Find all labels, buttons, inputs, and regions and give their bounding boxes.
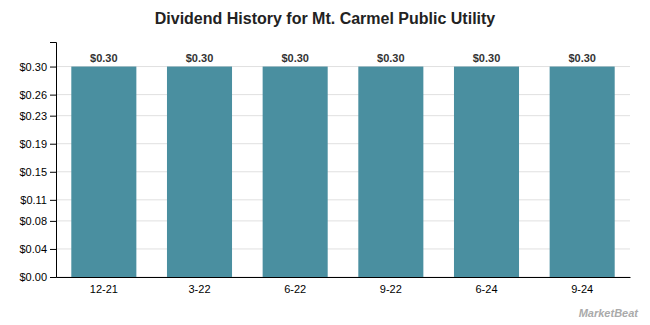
grid-line [56,66,630,67]
title: Dividend History for Mt. Carmel Public U… [155,10,496,27]
grid [56,67,630,277]
y-tick-label: $0.08 [19,215,47,227]
data-label: $0.30 [186,52,214,64]
x-tick: 6-24 [475,283,497,295]
y-tick-mark [50,116,56,117]
y-tick: $0.23 [19,110,56,122]
data-label: $0.30 [568,52,596,64]
data-label: $0.30 [473,52,501,64]
y-tick: $0.04 [19,243,56,255]
y-tick: $0.11 [20,194,56,206]
y-tick-label: $0.04 [19,243,47,255]
grid-line [56,115,630,116]
y-tick-mark [50,221,56,222]
bar [358,67,423,277]
y-tick-mark [50,144,56,145]
bar [71,67,136,277]
x-tick-label: 6-22 [284,283,306,295]
y-tick-label: $0.11 [20,194,47,206]
chart-svg: $0.00 $0.04 $0.08 $0.11 $0.15 $0.19 $0.23 $0.26… [0,0,650,325]
y-tick: $0.26 [19,89,56,101]
y-tick: $0.00 [19,271,56,283]
bars [71,67,614,277]
grid-line [56,171,630,172]
y-tick: $0.15 [19,166,56,178]
data-label: $0.30 [90,52,118,64]
y-tick-mark [50,277,56,278]
y-tick-mark [50,200,56,201]
data-label: $0.30 [377,52,405,64]
y-tick-label: $0.30 [19,61,47,73]
x-tick: 6-22 [284,283,306,295]
x-tick: 9-22 [380,283,402,295]
x-tick: 3-22 [188,283,210,295]
y-tick-label: $0.00 [19,271,47,283]
y-tick-label: $0.26 [19,89,47,101]
x-tick-label: 12-21 [90,283,118,295]
grid-line [56,277,630,278]
data-label: $0.30 [281,52,309,64]
y-axis-line [50,43,57,278]
bar [550,67,615,277]
x-tick: 12-21 [90,283,118,295]
watermark: MarketBeat [579,307,640,319]
grid-line [56,94,630,95]
x-tick-label: 3-22 [188,283,210,295]
bar [263,67,328,277]
x-axis-line [57,277,631,278]
y-tick: $0.19 [19,138,56,150]
grid-line [56,248,630,249]
x-axis: 12-21 3-22 6-22 9-22 6-24 9-24 [57,278,631,295]
y-tick-label: $0.19 [19,138,47,150]
grid-line [56,220,630,221]
grid-line [56,143,630,144]
y-tick: $0.30 [19,61,56,73]
y-axis: $0.00 $0.04 $0.08 $0.11 $0.15 $0.19 $0.23 $0.26… [19,43,56,284]
y-tick-mark [50,95,56,96]
data-labels: $0.30 $0.30 $0.30 $0.30 $0.30 $0.30 [90,52,596,64]
x-tick-label: 6-24 [475,283,497,295]
y-tick-label: $0.15 [19,166,47,178]
bar [167,67,232,277]
x-tick: 9-24 [571,283,593,295]
x-tick-label: 9-24 [571,283,593,295]
y-tick-mark [50,249,56,250]
x-tick-label: 9-22 [380,283,402,295]
y-tick-mark [50,67,56,68]
bar [454,67,519,277]
chart-container: $0.00 $0.04 $0.08 $0.11 $0.15 $0.19 $0.23 $0.26… [0,0,650,325]
y-tick: $0.08 [19,215,56,227]
y-tick-label: $0.23 [19,110,47,122]
plot-area: $0.00 $0.04 $0.08 $0.11 $0.15 $0.19 $0.23 $0.26… [19,43,630,295]
y-tick-mark [50,172,56,173]
grid-line [56,199,630,200]
